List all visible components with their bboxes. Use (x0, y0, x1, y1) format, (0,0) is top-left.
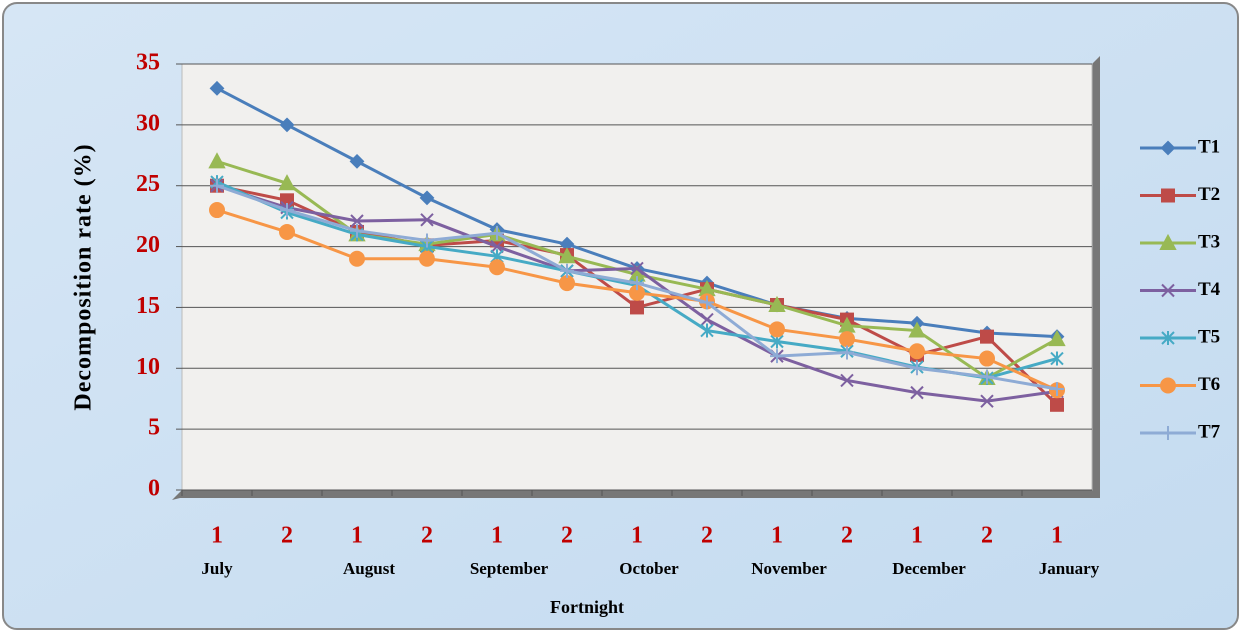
marker (700, 295, 714, 310)
marker (980, 329, 994, 344)
marker (279, 117, 295, 133)
marker (700, 312, 714, 327)
marker (909, 343, 925, 360)
marker (910, 385, 924, 400)
x-tick-label: 2 (421, 523, 433, 549)
marker (420, 233, 434, 248)
marker (560, 263, 574, 278)
y-tick-label: 15 (136, 293, 160, 319)
marker (208, 152, 226, 169)
y-tick-label: 25 (136, 171, 160, 197)
legend-label: T4 (1198, 279, 1221, 300)
y-tick-label: 35 (136, 50, 160, 76)
month-label: October (619, 559, 679, 578)
y-tick-label: 10 (136, 354, 160, 380)
marker (349, 250, 365, 267)
marker (630, 276, 644, 291)
marker (910, 361, 924, 376)
y-tick-label: 0 (148, 476, 160, 502)
marker (209, 80, 225, 96)
month-label: December (892, 559, 966, 578)
x-tick-label: 1 (351, 523, 363, 549)
marker (419, 190, 435, 206)
marker (280, 203, 294, 218)
marker (840, 345, 854, 360)
marker (349, 153, 365, 169)
marker (840, 373, 854, 388)
legend-label: T7 (1198, 421, 1221, 442)
x-axis-title: Fortnight (550, 597, 624, 617)
month-label: August (343, 559, 395, 578)
marker (1050, 381, 1064, 396)
marker (209, 202, 225, 219)
y-tick-label: 5 (148, 415, 160, 441)
marker (630, 300, 644, 315)
x-tick-label: 1 (491, 523, 503, 549)
y-axis-title: Decomposition rate (%) (71, 143, 97, 410)
x-tick-label: 2 (281, 523, 293, 549)
marker (1048, 329, 1066, 347)
marker (908, 321, 926, 338)
legend-label: T1 (1198, 136, 1220, 157)
x-tick-label: 1 (771, 523, 783, 549)
marker (1050, 397, 1064, 412)
marker (420, 213, 434, 227)
x-tick-label: 2 (981, 523, 993, 549)
x-tick-label: 1 (1051, 523, 1063, 549)
legend-label: T6 (1198, 374, 1220, 395)
marker (630, 261, 644, 276)
marker (350, 214, 364, 228)
month-label: September (470, 559, 549, 578)
marker (768, 295, 786, 312)
marker (1161, 283, 1175, 298)
x-tick-label: 2 (841, 523, 853, 549)
x-tick-label: 1 (631, 523, 643, 549)
legend-label: T2 (1198, 184, 1220, 205)
x-tick-label: 2 (701, 523, 713, 549)
marker (210, 178, 224, 193)
marker (278, 174, 296, 191)
marker (769, 321, 785, 338)
marker (979, 350, 995, 367)
marker (1160, 140, 1176, 156)
marker (279, 223, 295, 240)
marker (350, 223, 364, 238)
marker (700, 323, 714, 338)
y-tick-label: 20 (136, 232, 160, 258)
marker (419, 250, 435, 267)
marker (559, 275, 575, 292)
marker (1050, 351, 1064, 366)
marker (1161, 331, 1175, 345)
marker (490, 226, 504, 241)
marker (489, 259, 505, 276)
marker (1159, 233, 1177, 250)
marker (980, 394, 994, 408)
marker (490, 239, 504, 254)
y-tick-label: 30 (136, 110, 160, 136)
marker (1161, 188, 1175, 203)
legend-label: T3 (1198, 231, 1220, 252)
month-label: January (1039, 559, 1100, 578)
marker (1160, 377, 1176, 394)
x-tick-label: 1 (211, 523, 223, 549)
marker (839, 331, 855, 348)
marker (980, 369, 994, 384)
legend-label: T5 (1198, 326, 1220, 347)
marker (558, 247, 576, 264)
marker (1161, 426, 1175, 440)
x-tick-label: 1 (911, 523, 923, 549)
month-label: July (201, 559, 233, 578)
month-label: November (751, 559, 827, 578)
marker (770, 349, 784, 364)
x-tick-label: 2 (561, 523, 573, 549)
